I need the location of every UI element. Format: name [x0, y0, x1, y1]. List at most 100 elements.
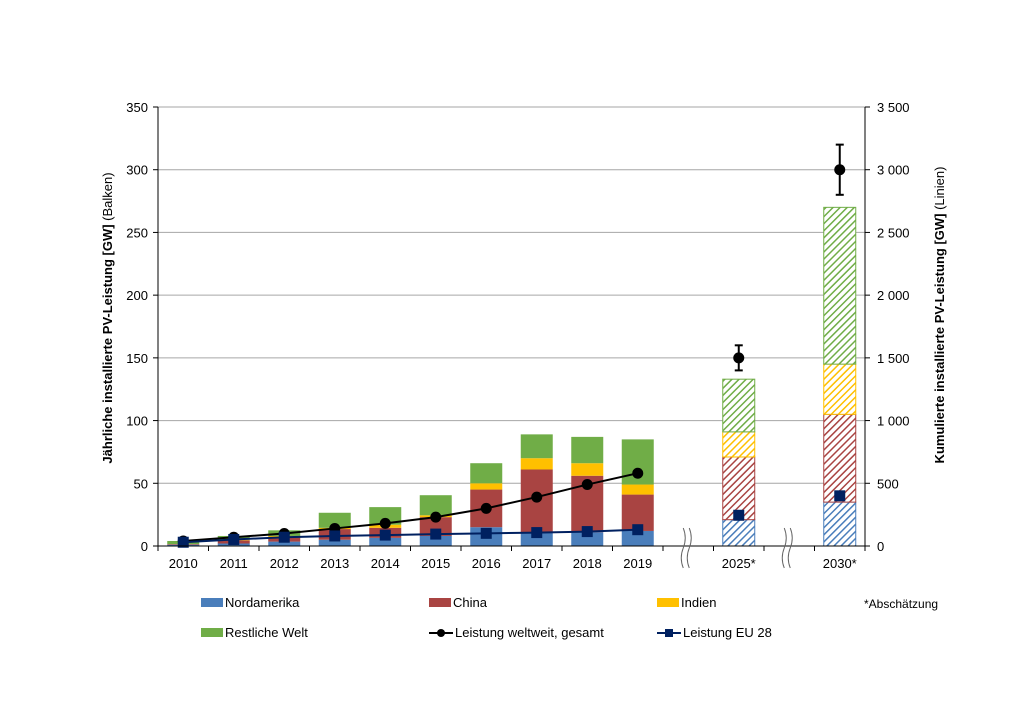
- point-weltweit-2025: [733, 352, 745, 364]
- y-tick-label: 50: [134, 476, 148, 491]
- legend-item-china: China: [429, 595, 487, 610]
- legend-swatch-china: [429, 598, 451, 607]
- y-axis-title: Jährliche installierte PV-Leistung [GW] …: [100, 172, 115, 463]
- point-eu28-2018: [581, 526, 593, 538]
- legend-label: Nordamerika: [225, 595, 300, 610]
- legend-item-indien: Indien: [657, 595, 716, 610]
- y2-tick-label: 3 000: [877, 163, 910, 178]
- bar-group: [167, 206, 857, 547]
- legend-item-eu28: Leistung EU 28: [657, 625, 772, 640]
- point-eu28-2015: [430, 528, 442, 540]
- y-tick-label: 200: [126, 288, 148, 303]
- x-tick-label: 2025*: [722, 556, 756, 571]
- bar-restliche-welt-2013: [318, 512, 351, 528]
- x-tick-label: 2019: [623, 556, 652, 571]
- legend-line-circle-icon: [429, 627, 453, 639]
- x-tick-label: 2014: [371, 556, 400, 571]
- y-tick-label: 250: [126, 225, 148, 240]
- y2-tick-label: 1 000: [877, 414, 910, 429]
- y2-tick-label: 500: [877, 476, 899, 491]
- y-tick-label: 300: [126, 163, 148, 178]
- point-weltweit-2030: [834, 164, 846, 176]
- bar-restliche-welt-2025: [722, 378, 756, 433]
- y2-tick-label: 1 500: [877, 351, 910, 366]
- bar-indien-2017: [520, 458, 553, 470]
- estimate-footnote: *Abschätzung: [864, 597, 939, 611]
- axis-break-mark: [686, 527, 692, 569]
- bar-nordamerika-2012: [268, 541, 301, 546]
- x-tick-label: 2013: [320, 556, 349, 571]
- bar-indien-2025: [722, 431, 756, 458]
- point-weltweit-2015: [430, 511, 442, 523]
- axes: 0 50 100 150 200 250 300 350 0 500 1 000 1 500 2 000…: [126, 100, 909, 571]
- axis-break-mark: [787, 527, 793, 569]
- x-tick-label: 2011: [220, 556, 248, 571]
- legend-item-nordamerika: Nordamerika: [201, 595, 299, 610]
- bar-nordamerika-2019: [621, 530, 654, 546]
- y2-tick-label: 2 000: [877, 288, 910, 303]
- point-weltweit-2017: [531, 491, 543, 503]
- point-weltweit-2014: [379, 517, 391, 529]
- legend-swatch-nordamerika: [201, 598, 223, 607]
- point-weltweit-2018: [581, 479, 593, 491]
- point-eu28-2017: [531, 527, 543, 539]
- legend-label: Leistung EU 28: [683, 625, 772, 640]
- bar-restliche-welt-2015: [419, 495, 452, 516]
- legend-swatch-indien: [657, 598, 679, 607]
- bar-china-2030: [823, 413, 857, 503]
- bar-indien-2018: [571, 463, 604, 476]
- x-tick-label: 2016: [472, 556, 501, 571]
- gridlines: [158, 106, 865, 484]
- bar-indien-2016: [470, 483, 503, 490]
- point-eu28-2011: [228, 533, 240, 545]
- bar-indien-2019: [621, 484, 654, 495]
- legend-item-restliche-welt: Restliche Welt: [201, 625, 308, 640]
- y-tick-label: 150: [126, 351, 148, 366]
- x-tick-label: 2018: [573, 556, 602, 571]
- axis-break-mark: [680, 527, 686, 569]
- bar-nordamerika-2030: [823, 501, 857, 547]
- point-weltweit-2019: [632, 467, 644, 479]
- bar-nordamerika-2014: [369, 537, 402, 546]
- legend-label: Restliche Welt: [225, 625, 308, 640]
- x-tick-label: 2015: [421, 556, 450, 571]
- legend-label: China: [453, 595, 487, 610]
- bar-china-2015: [419, 517, 452, 536]
- point-eu28-2025: [733, 509, 745, 521]
- bar-nordamerika-2017: [520, 532, 553, 546]
- axis-break-mark: [781, 527, 787, 569]
- line-eu28: [183, 528, 638, 544]
- bar-nordamerika-2018: [571, 532, 604, 546]
- bar-nordamerika-2013: [318, 539, 351, 546]
- point-eu28-2019: [632, 524, 644, 536]
- x-tick-label: 2010: [169, 556, 198, 571]
- y-tick-label: 100: [126, 414, 148, 429]
- legend-line-square-icon: [657, 627, 681, 639]
- legend-label: Indien: [681, 595, 717, 610]
- bar-nordamerika-2015: [419, 535, 452, 546]
- point-eu28-2012: [278, 531, 290, 543]
- x-tick-label: 2012: [270, 556, 299, 571]
- y2-tick-label: 3 500: [877, 100, 910, 115]
- bar-restliche-welt-2017: [520, 434, 553, 459]
- y-tick-label: 350: [126, 100, 148, 115]
- x-tick-label: 2017: [522, 556, 551, 571]
- bar-restliche-welt-2030: [823, 206, 857, 365]
- point-eu28-2010: [177, 536, 189, 548]
- line-group: [177, 143, 846, 548]
- bar-restliche-welt-2018: [571, 436, 604, 464]
- legend-label: Leistung weltweit, gesamt: [455, 625, 604, 640]
- y-tick-label: 0: [141, 539, 148, 554]
- bar-indien-2030: [823, 363, 857, 415]
- axis-labels: Jährliche installierte PV-Leistung [GW] …: [100, 167, 947, 464]
- point-weltweit-2016: [480, 502, 492, 514]
- y2-tick-label: 2 500: [877, 225, 910, 240]
- point-eu28-2016: [480, 527, 492, 539]
- y2-tick-label: 0: [877, 539, 884, 554]
- line-weltweit: [183, 472, 638, 542]
- point-eu28-2013: [329, 530, 341, 542]
- bar-nordamerika-2025: [722, 519, 756, 547]
- legend-item-weltweit: Leistung weltweit, gesamt: [429, 625, 604, 640]
- bar-restliche-welt-2014: [369, 507, 402, 525]
